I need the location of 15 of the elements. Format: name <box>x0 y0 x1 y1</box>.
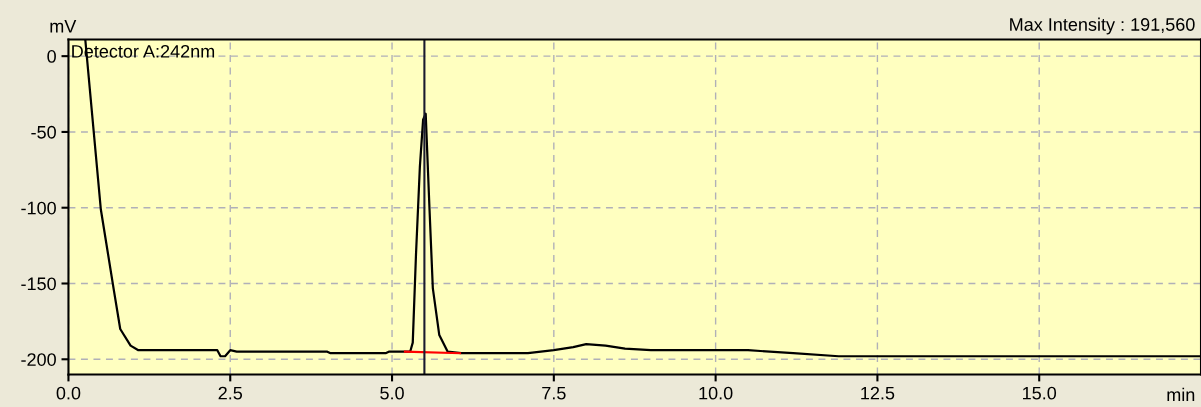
x-tick-label: 0.0 <box>56 386 81 400</box>
x-axis-title: min <box>1167 387 1195 401</box>
y-tick-label: -200 <box>21 353 56 366</box>
x-tick-label: 10.0 <box>699 386 733 400</box>
y-tick-label: -50 <box>31 125 56 139</box>
y-axis-title: mV <box>50 19 77 33</box>
y-tick-label: 0 <box>47 50 56 63</box>
chart-title: Max Intensity : 191,560 <box>1010 17 1195 35</box>
x-tick-label: 15.0 <box>1023 386 1057 400</box>
y-tick-label: -100 <box>21 201 56 215</box>
x-tick-label: 7.5 <box>542 386 566 400</box>
x-tick-label: 5.0 <box>380 386 404 400</box>
y-tick-label: -150 <box>21 277 56 291</box>
x-tick-label: 2.5 <box>218 386 243 400</box>
x-tick-label: 12.5 <box>861 386 895 400</box>
